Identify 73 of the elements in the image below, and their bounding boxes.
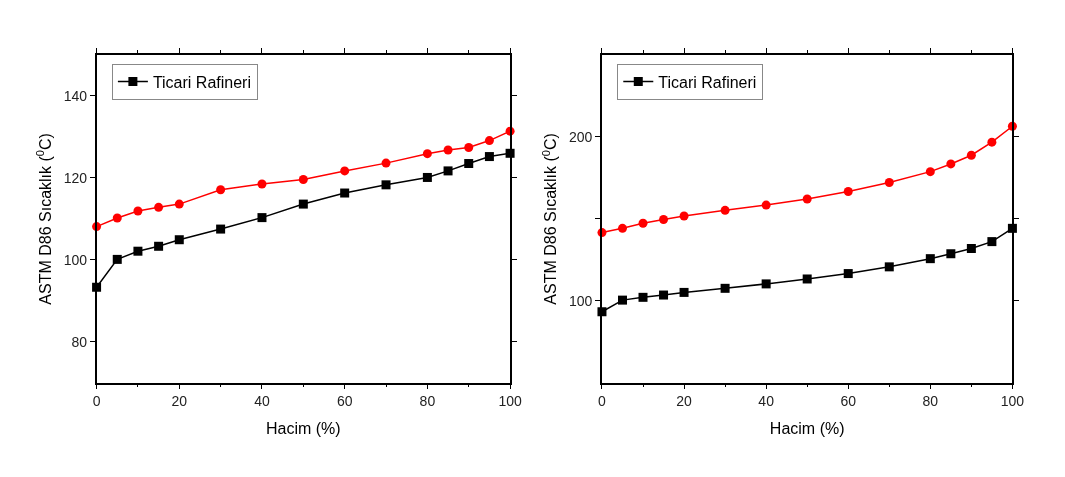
point: [925, 167, 935, 177]
y-tick-label: 120: [63, 169, 88, 186]
x-tick-label: 60: [336, 393, 353, 410]
point: [925, 254, 935, 264]
point: [464, 159, 474, 169]
x-axis-title: Hacim (%): [769, 420, 845, 438]
x-tick-label: 40: [758, 393, 775, 410]
point: [884, 262, 894, 272]
point: [422, 172, 432, 182]
point: [679, 211, 689, 221]
point: [884, 177, 894, 187]
point: [154, 241, 164, 251]
point: [340, 188, 350, 198]
point: [464, 143, 474, 153]
point: [298, 175, 308, 185]
point: [946, 249, 956, 259]
point: [174, 235, 184, 245]
x-axis-title: Hacim (%): [265, 420, 341, 438]
point: [154, 202, 164, 212]
point: [484, 136, 494, 146]
point: [133, 246, 143, 256]
y-tick-label: 80: [71, 333, 88, 350]
point: [761, 279, 771, 289]
x-tick-label: 20: [676, 393, 693, 410]
point: [381, 180, 391, 190]
point: [802, 274, 812, 284]
point: [484, 152, 494, 162]
point: [174, 199, 184, 209]
point: [381, 158, 391, 168]
point: [802, 194, 812, 204]
x-tick-label: 80: [419, 393, 436, 410]
point: [966, 150, 976, 160]
point: [638, 218, 648, 228]
x-tick-label: 60: [840, 393, 857, 410]
x-tick-label: 0: [92, 393, 101, 410]
point: [659, 214, 669, 224]
point: [720, 283, 730, 293]
point: [843, 269, 853, 279]
point: [843, 186, 853, 196]
y-tick-label: 140: [63, 87, 88, 104]
point: [422, 149, 432, 159]
point: [257, 179, 267, 189]
point: [617, 223, 627, 233]
point: [216, 185, 226, 195]
point: [761, 200, 771, 210]
x-tick-label: 20: [171, 393, 188, 410]
point: [987, 237, 997, 247]
point: [443, 166, 453, 176]
point: [257, 213, 267, 223]
point: [659, 290, 669, 300]
point: [720, 205, 730, 215]
point: [216, 224, 226, 234]
x-tick-label: 0: [598, 393, 607, 410]
point: [112, 254, 122, 264]
point: [133, 206, 143, 216]
point: [298, 199, 308, 209]
legend-label: Ticari Rafineri: [152, 73, 251, 91]
point: [340, 166, 350, 176]
x-tick-label: 100: [498, 393, 522, 410]
point: [617, 295, 627, 305]
point: [966, 244, 976, 253]
point: [638, 292, 648, 302]
point: [946, 159, 956, 169]
y-tick-label: 200: [569, 128, 593, 145]
x-tick-label: 80: [922, 393, 939, 410]
y-tick-label: 100: [63, 251, 88, 268]
x-tick-label: 100: [1000, 393, 1025, 410]
point: [112, 213, 122, 223]
point: [443, 145, 453, 155]
legend-label: Ticari Rafineri: [658, 73, 757, 91]
x-tick-label: 40: [254, 393, 270, 410]
point: [679, 287, 689, 297]
point: [987, 137, 997, 147]
